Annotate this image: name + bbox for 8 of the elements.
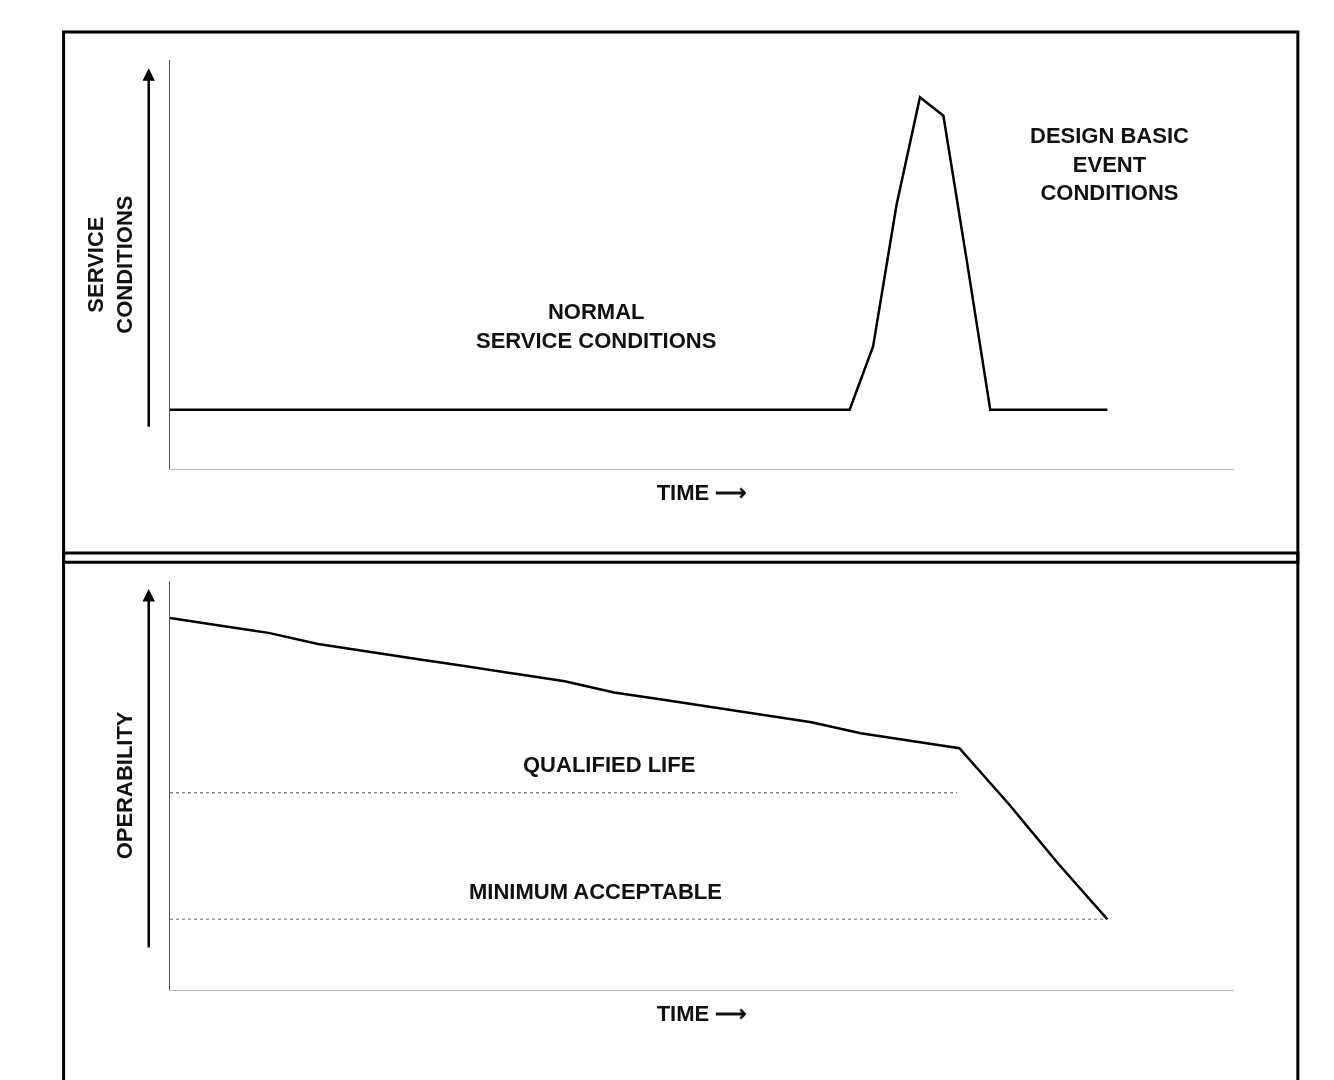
ref-line-label: MINIMUM ACCEPTABLE [469,879,722,904]
y-axis-title: OPERABILITY [111,711,137,860]
annotation: DESIGN BASIC EVENT CONDITIONS [1030,123,1190,206]
annotation: NORMAL SERVICE CONDITIONS [476,299,717,353]
ref-line-label: QUALIFIED LIFE [523,752,696,777]
x-axis-title: TIME ⟶ [656,1000,748,1026]
x-axis-title: TIME ⟶ [656,480,748,506]
y-axis-title: SERVICE CONDITIONS [83,195,137,334]
